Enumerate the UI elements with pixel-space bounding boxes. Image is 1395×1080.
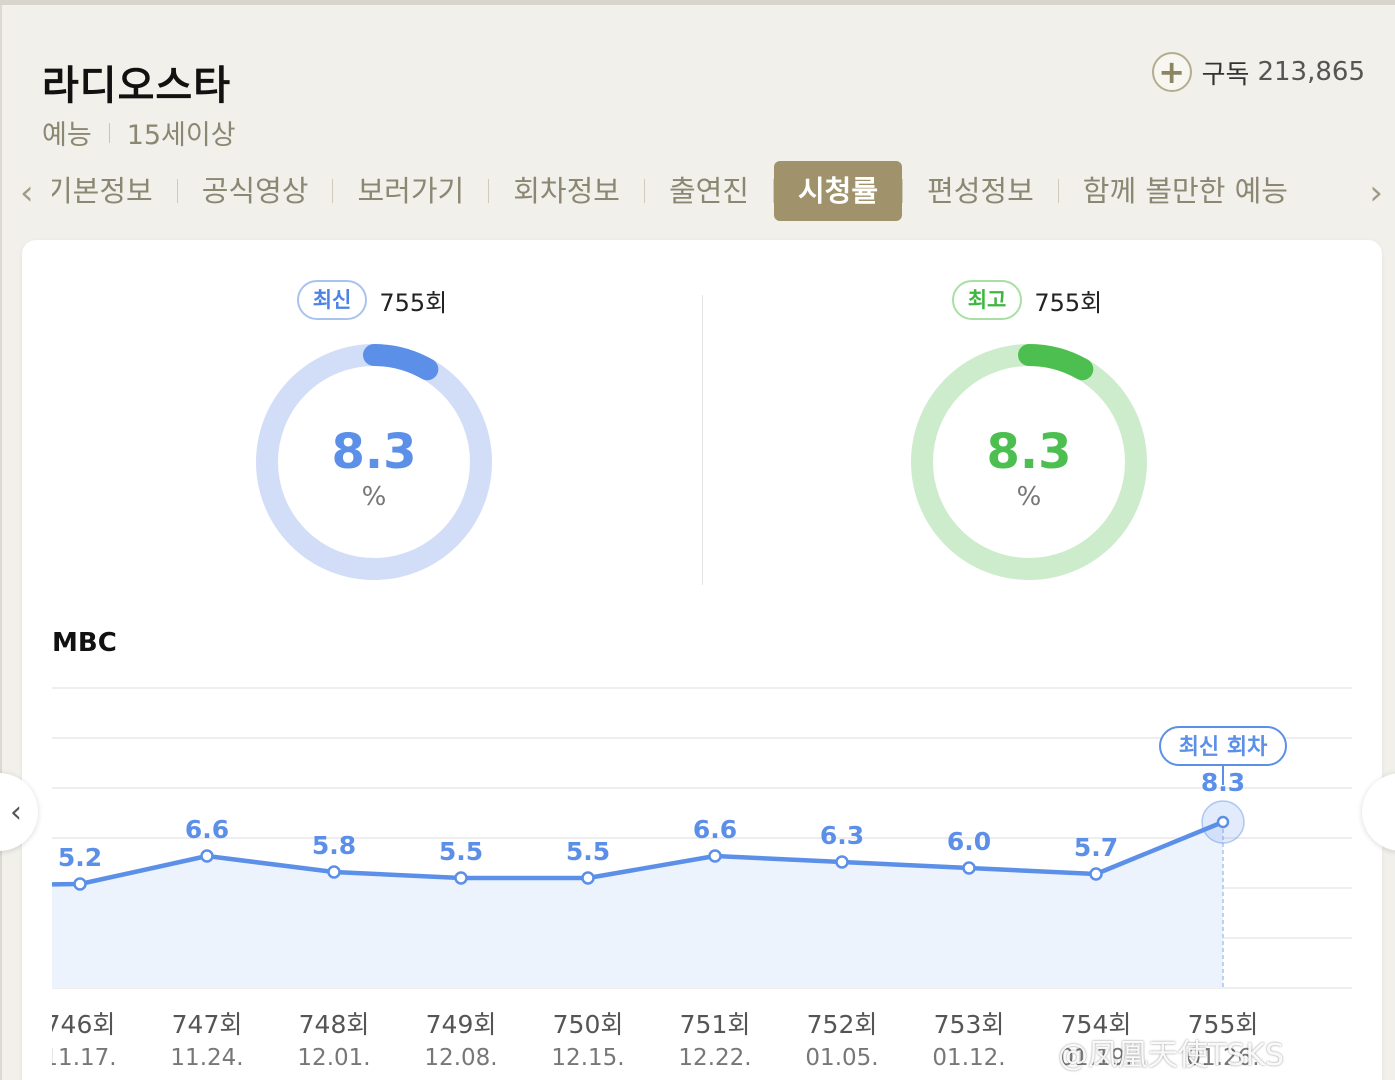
best-rating: 최고 755회 8.3 % [877,280,1177,590]
ratings-divider [702,295,703,585]
data-label: 6.0 [947,827,991,856]
program-meta: 예능 15세이상 [42,113,236,152]
x-date-label: 12.15. [551,1045,624,1071]
tab-separator [488,179,490,203]
x-tick-label: 746회 [52,1010,115,1039]
best-badge: 최고 [951,280,1023,320]
best-donut-arc [1018,344,1094,381]
top-border [0,0,1395,5]
program-title: 라디오스타 [42,63,231,109]
latest-rating-value: 8.3 [331,424,417,480]
chevron-left-icon: ‹ [10,794,22,830]
x-tick-label: 749회 [426,1010,497,1039]
tab-prev-chevron-icon[interactable]: ‹ [20,173,34,213]
latest-donut-svg [256,344,492,580]
data-point [1216,815,1230,829]
area-fill [52,822,1223,988]
data-point [454,871,468,885]
tab-separator [1057,179,1059,203]
watermark: @凤凰天使TSKS [1058,1038,1285,1073]
data-point [962,861,976,875]
tab-item[interactable]: 편성정보 [927,174,1034,208]
latest-episode-callout-label: 최신 회차 [1179,735,1268,760]
tab-viewport: 기본정보 공식영상 보러가기 회차정보 출연진 시청률 편성정보 함께 볼만한 예능 [52,160,1342,222]
x-tick-label: 754회 [1061,1010,1132,1039]
best-rating-donut: 8.3 % [909,342,1149,582]
tab-next-chevron-icon[interactable]: › [1369,173,1383,213]
x-date-label: 12.01. [297,1045,370,1071]
tab-item[interactable]: 출연진 [668,174,749,208]
data-point [327,865,341,879]
subscribe-count: 213,865 [1257,57,1365,87]
meta-divider [108,122,110,143]
data-label: 5.7 [1074,833,1118,862]
data-label: 6.6 [693,815,737,844]
latest-rating: 최신 755회 8.3 % [222,280,522,590]
data-point [708,849,722,863]
age-rating-label: 15세이상 [126,120,236,151]
data-label: 6.6 [185,815,229,844]
ratings-card: 최신 755회 8.3 % 최고 755회 8.3 % MBC 5.2 746회 [22,240,1382,1080]
x-tick-label: 747회 [172,1010,243,1039]
latest-badge: 최신 [296,280,368,320]
x-date-label: 12.22. [678,1045,751,1071]
x-tick-label: 748회 [299,1010,370,1039]
x-date-label: 11.17. [52,1045,117,1071]
latest-donut-arc [363,344,439,381]
tab-item[interactable]: 회차정보 [513,174,620,208]
x-date-label: 12.08. [424,1045,497,1071]
tab-item[interactable]: 공식영상 [201,174,309,208]
tab-item[interactable]: 함께 볼만한 예능 [1082,174,1288,208]
latest-rating-unit: % [361,482,387,512]
tab-row: 기본정보 공식영상 보러가기 회차정보 출연진 시청률 편성정보 함께 볼만한 예능 [52,160,1312,222]
data-point [73,877,87,891]
x-tick-label: 753회 [934,1010,1005,1039]
x-date-label: 01.19. [1059,1045,1132,1071]
x-date-label: 01.26. [1186,1045,1259,1071]
rating-trend-chart: 5.2 746회 11.17. 6.6 747회 11.24. 5.8 748회 12.01. 5… [52,687,1352,1071]
data-label: 5.8 [312,831,356,860]
best-rating-unit: % [1016,482,1042,512]
best-donut-svg [911,344,1147,580]
x-date-label: 01.12. [932,1045,1005,1071]
subscribe-button[interactable]: + 구독 213,865 [1151,52,1365,92]
x-date-label: 01.05. [805,1045,878,1071]
subscribe-label: 구독 [1201,59,1250,90]
best-rating-value: 8.3 [986,424,1072,480]
tab-item[interactable]: 기본정보 [52,174,153,208]
tab-separator [902,179,904,203]
x-tick-label: 752회 [807,1010,878,1039]
data-label: 6.3 [820,821,864,850]
data-point [835,855,849,869]
plus-icon: + [1151,52,1192,92]
tab-separator [643,179,645,203]
tab-separator [176,179,178,203]
latest-episode: 755회 [379,288,448,317]
tab-item[interactable]: 보러가기 [357,174,465,208]
tab-item[interactable]: 시청률 [773,161,903,221]
data-label: 5.5 [566,837,610,866]
latest-rating-donut: 8.3 % [254,342,494,582]
data-point [200,849,214,863]
channel-label: MBC [52,628,117,658]
data-point [581,871,595,885]
tab-separator [332,179,334,203]
x-tick-label: 755회 [1188,1010,1259,1039]
x-tick-label: 750회 [553,1010,624,1039]
latest-rating-header: 최신 755회 [222,280,522,320]
x-tick-label: 751회 [680,1010,751,1039]
data-point [1089,867,1103,881]
data-label: 5.5 [439,837,483,866]
x-date-label: 11.24. [170,1045,243,1071]
tab-bar: ‹ 기본정보 공식영상 보러가기 회차정보 출연진 시청률 편성정보 함께 볼만한 예능 › [2,160,1395,222]
data-label: 5.2 [58,843,102,872]
best-episode: 755회 [1034,288,1103,317]
genre-label: 예능 [42,120,92,151]
tab-separator [772,179,774,203]
best-rating-header: 최고 755회 [877,280,1177,320]
